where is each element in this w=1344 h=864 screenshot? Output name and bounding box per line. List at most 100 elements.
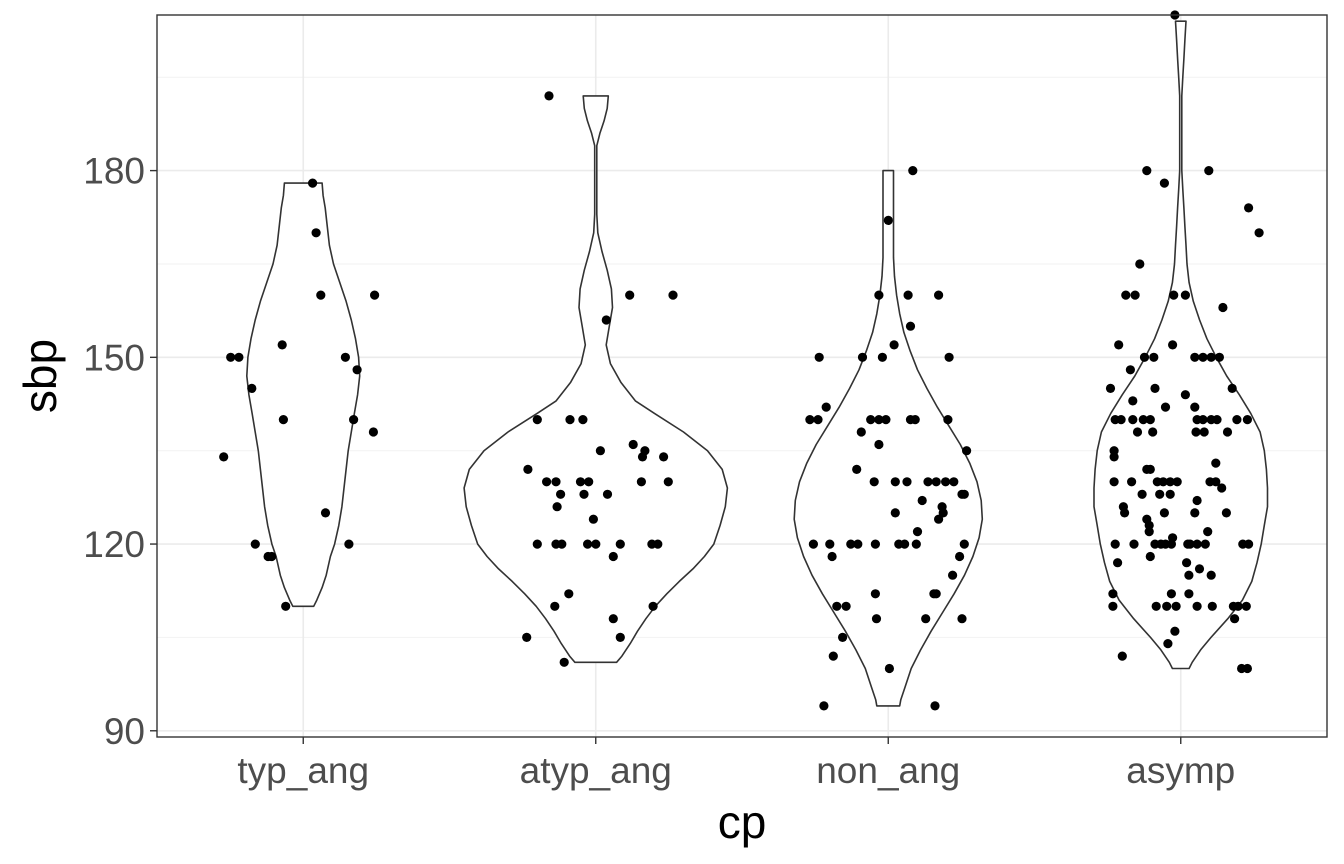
point-atyp_ang xyxy=(550,601,560,611)
point-atyp_ang xyxy=(583,539,593,549)
point-asymp xyxy=(1198,415,1208,425)
data-points xyxy=(219,10,1264,711)
point-typ_ang xyxy=(277,340,287,350)
point-non_ang xyxy=(929,589,939,599)
point-asymp xyxy=(1144,527,1154,537)
point-asymp xyxy=(1172,477,1182,487)
point-non_ang xyxy=(856,427,866,437)
point-atyp_ang xyxy=(659,452,669,462)
y-axis-title: sbp xyxy=(14,339,66,413)
point-typ_ang xyxy=(308,178,318,188)
point-asymp xyxy=(1128,415,1138,425)
point-asymp xyxy=(1145,551,1155,562)
point-asymp xyxy=(1180,290,1190,300)
point-atyp_ang xyxy=(559,657,569,667)
point-atyp_ang xyxy=(588,514,599,524)
point-non_ang xyxy=(955,551,965,562)
point-typ_ang xyxy=(316,290,326,300)
point-non_ang xyxy=(957,489,967,499)
point-typ_ang xyxy=(234,352,244,362)
point-typ_ang xyxy=(226,352,236,362)
point-atyp_ang xyxy=(532,415,542,425)
point-non_ang xyxy=(874,415,884,425)
point-asymp xyxy=(1244,539,1254,549)
point-atyp_ang xyxy=(668,290,678,300)
point-atyp_ang xyxy=(551,477,561,487)
point-atyp_ang xyxy=(595,446,606,456)
point-atyp_ang xyxy=(552,502,562,512)
point-non_ang xyxy=(819,701,829,711)
point-asymp xyxy=(1166,589,1176,599)
axis-ticks: 90 120 150 180 typ_ang atyp_ang non_ang asymp xyxy=(83,151,1235,791)
point-asymp xyxy=(1145,415,1155,425)
point-typ_ang xyxy=(349,415,359,425)
point-non_ang xyxy=(900,539,910,549)
point-asymp xyxy=(1191,427,1201,437)
point-atyp_ang xyxy=(637,452,648,462)
point-asymp xyxy=(1221,508,1231,518)
point-asymp xyxy=(1206,352,1216,362)
point-non_ang xyxy=(846,539,856,549)
point-asymp xyxy=(1217,483,1227,493)
point-typ_ang xyxy=(370,290,380,300)
point-non_ang xyxy=(905,321,916,331)
point-non_ang xyxy=(903,290,913,300)
point-non_ang xyxy=(923,477,933,487)
point-asymp xyxy=(1199,427,1209,437)
point-asymp xyxy=(1151,601,1161,611)
point-asymp xyxy=(1171,601,1181,611)
point-non_ang xyxy=(838,632,848,643)
x-tick-label: atyp_ang xyxy=(520,750,672,791)
point-asymp xyxy=(1130,290,1140,300)
y-tick-label: 180 xyxy=(83,151,145,192)
point-non_ang xyxy=(938,508,948,518)
point-atyp_ang xyxy=(602,489,613,499)
point-non_ang xyxy=(874,290,884,300)
point-typ_ang xyxy=(311,228,321,238)
point-asymp xyxy=(1168,340,1178,350)
point-typ_ang xyxy=(340,352,350,362)
point-asymp xyxy=(1160,402,1171,412)
point-non_ang xyxy=(949,477,959,487)
point-non_ang xyxy=(917,495,927,506)
point-asymp xyxy=(1163,639,1173,649)
point-asymp xyxy=(1150,383,1160,393)
violins xyxy=(246,20,1269,707)
point-non_ang xyxy=(890,508,900,518)
point-non_ang xyxy=(944,352,954,362)
point-typ_ang xyxy=(368,427,378,437)
point-atyp_ang xyxy=(591,539,601,549)
point-asymp xyxy=(1142,166,1152,176)
point-asymp xyxy=(1214,352,1224,362)
point-non_ang xyxy=(821,402,831,412)
point-non_ang xyxy=(910,415,920,425)
point-asymp xyxy=(1192,601,1202,611)
violin-typ_ang xyxy=(246,182,361,608)
point-non_ang xyxy=(890,477,900,487)
point-asymp xyxy=(1192,495,1202,506)
point-asymp xyxy=(1108,601,1118,611)
point-non_ang xyxy=(902,477,912,487)
point-asymp xyxy=(1162,601,1172,611)
point-atyp_ang xyxy=(628,439,638,450)
point-asymp xyxy=(1198,352,1208,362)
point-non_ang xyxy=(930,701,940,711)
point-asymp xyxy=(1137,489,1147,499)
point-atyp_ang xyxy=(557,539,567,549)
panel-border xyxy=(156,14,1328,738)
x-tick-label: typ_ang xyxy=(237,750,369,791)
point-asymp xyxy=(1194,564,1205,574)
point-asymp xyxy=(1105,383,1116,393)
point-non_ang xyxy=(883,215,893,225)
point-asymp xyxy=(1109,477,1119,487)
point-atyp_ang xyxy=(542,477,552,487)
point-non_ang xyxy=(857,352,868,362)
point-atyp_ang xyxy=(648,601,658,611)
point-non_ang xyxy=(814,352,824,362)
point-asymp xyxy=(1203,527,1213,537)
point-asymp xyxy=(1158,477,1168,487)
point-atyp_ang xyxy=(532,539,542,549)
point-non_ang xyxy=(934,514,944,524)
point-asymp xyxy=(1159,178,1169,188)
